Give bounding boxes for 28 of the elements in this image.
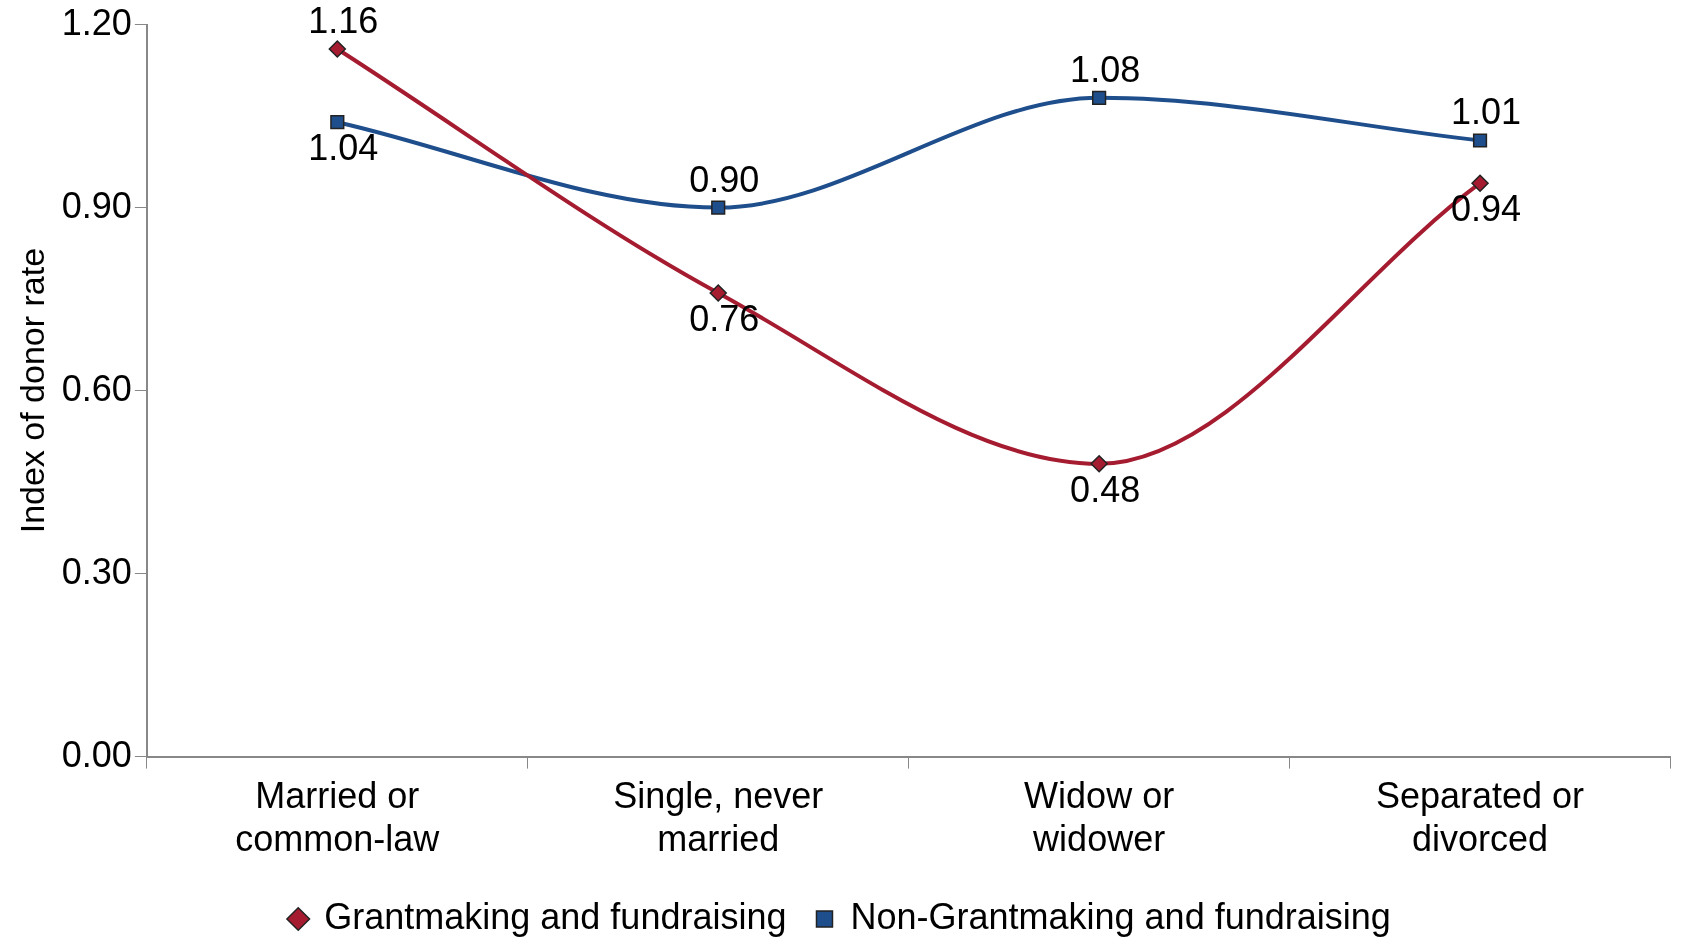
y-axis-title: Index of donor rate (12, 247, 51, 534)
x-tick-label: Single, never married (613, 775, 824, 860)
point (330, 115, 345, 130)
data-label: 0.76 (689, 297, 760, 339)
y-tick-label: 1.20 (61, 1, 132, 43)
x-tick-label: Separated or divorced (1375, 775, 1585, 860)
y-tick-label: 0.60 (61, 367, 132, 409)
data-label: 0.48 (1070, 468, 1141, 510)
point (328, 40, 347, 58)
y-tick-label: 0.90 (61, 184, 132, 226)
data-label: 1.01 (1451, 91, 1522, 133)
point (1471, 174, 1489, 192)
y-tick-label: 0.00 (61, 733, 132, 775)
y-tick-label: 0.30 (61, 550, 132, 592)
legend-label: Non-Grantmaking and fundraising (850, 895, 1391, 937)
data-label: 1.08 (1070, 48, 1141, 90)
point (711, 200, 726, 215)
data-label: 0.90 (689, 158, 760, 200)
data-label: 1.16 (308, 0, 379, 41)
point (1092, 90, 1107, 105)
data-label: 1.04 (308, 127, 379, 169)
point (1090, 455, 1108, 473)
legend-label: Grantmaking and fundraising (324, 895, 787, 937)
x-tick-label: Widow or widower (1024, 775, 1175, 860)
x-tick-label: Married or common-law (235, 775, 441, 860)
point (709, 284, 727, 302)
data-label: 0.94 (1451, 188, 1522, 230)
point (1472, 133, 1488, 148)
